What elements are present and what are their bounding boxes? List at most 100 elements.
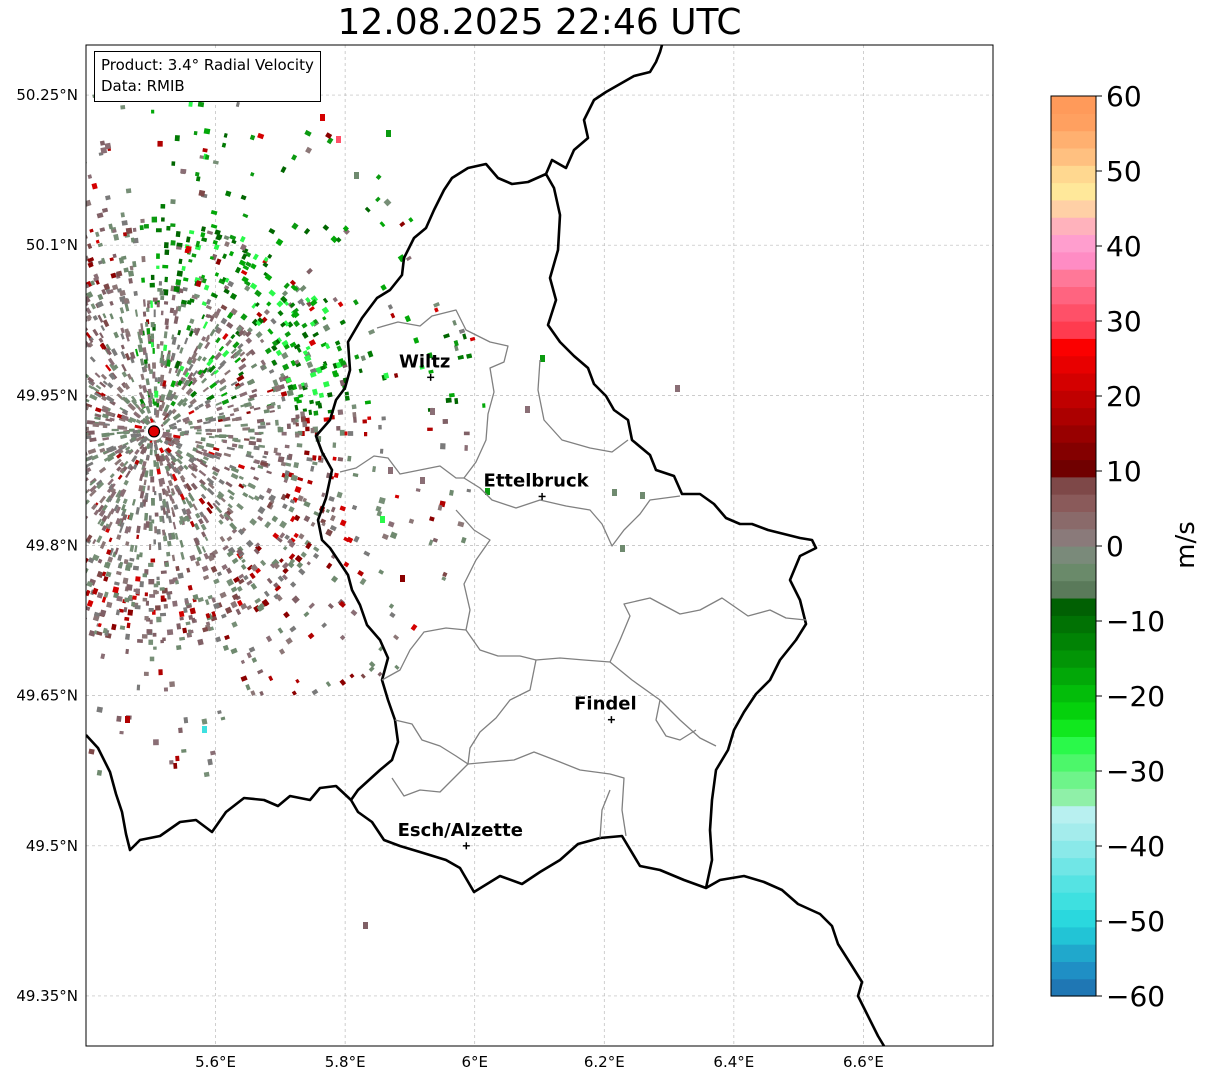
echo-pixel [113, 233, 120, 241]
echo-pixel [242, 264, 250, 271]
echo-pixel [239, 235, 246, 243]
echo-pixel [231, 621, 238, 628]
echo-pixel [364, 206, 371, 213]
echo-pixel [186, 512, 192, 520]
echo-pixel [86, 589, 91, 597]
echo-pixel [139, 490, 145, 499]
echo-pixel [167, 479, 174, 487]
echo-pixel [228, 250, 235, 257]
echo-pixel [136, 525, 141, 534]
echo-pixel [32, 411, 39, 415]
echo-pixel [26, 474, 30, 478]
echo-pixel [271, 359, 278, 366]
echo-pixel [289, 625, 297, 633]
echo-pixel [230, 600, 238, 609]
echo-pixel [141, 634, 148, 639]
echo-pixel [223, 288, 230, 295]
echo-pixel [196, 429, 202, 432]
echo-pixel [80, 501, 86, 507]
echo-pixel [301, 331, 309, 339]
echo-pixel [304, 450, 310, 456]
echo-pixel [221, 563, 228, 571]
echo-pixel [141, 256, 146, 263]
echo-pixel [191, 376, 197, 383]
echo-pixel [260, 421, 266, 426]
echo-pixel [250, 563, 259, 572]
echo-pixel [51, 503, 58, 509]
echo-pixel [96, 631, 103, 636]
echo-pixel [58, 341, 66, 349]
echo-pixel [309, 371, 317, 378]
echo-pixel [47, 410, 52, 414]
echo-pixel [284, 444, 290, 449]
echo-pixel [201, 356, 207, 362]
echo-pixel [49, 439, 57, 442]
echo-pixel [80, 277, 86, 283]
echo-pixel [218, 345, 225, 352]
echo-pixel [99, 609, 107, 617]
echo-pixel [249, 518, 257, 526]
echo-pixel [134, 424, 142, 429]
echo-pixel [222, 439, 228, 444]
echo-pixel [268, 289, 276, 297]
echo-pixel [327, 392, 333, 398]
echo-pixel [144, 492, 149, 500]
echo-pixel [90, 454, 99, 461]
echo-pixel [27, 582, 33, 588]
echo-pixel [211, 597, 217, 603]
echo-pixel [142, 460, 147, 467]
echo-pixel [0, 427, 1, 431]
echo-pixel [352, 472, 359, 478]
echo-pixel [25, 626, 31, 632]
echo-pixel [30, 459, 35, 464]
echo-pixel [77, 394, 83, 398]
echo-pixel [96, 300, 104, 308]
echo-pixel [94, 391, 102, 398]
echo-pixel [372, 466, 377, 473]
colorbar-segment [1051, 649, 1096, 668]
echo-pixel [248, 428, 255, 433]
echo-pixel [195, 240, 201, 248]
echo-pixel [49, 266, 56, 273]
echo-pixel [216, 571, 223, 577]
echo-pixel [1, 415, 5, 419]
echo-pixel [237, 528, 245, 536]
echo-pixel [206, 432, 213, 436]
echo-pixel [302, 421, 308, 428]
echo-pixel [283, 611, 290, 619]
echo-pixel [223, 466, 231, 472]
echo-pixel [27, 292, 34, 299]
echo-pixel [256, 515, 264, 522]
echo-pixel [244, 285, 251, 292]
echo-pixel [246, 579, 253, 586]
echo-pixel [242, 213, 249, 219]
echo-pixel [5, 326, 13, 334]
echo-pixel [101, 288, 107, 295]
echo-pixel [140, 402, 146, 409]
echo-pixel [197, 596, 204, 603]
echo-pixel [190, 472, 197, 479]
echo-pixel [230, 351, 238, 359]
echo-pixel [312, 552, 320, 559]
echo-pixel [305, 542, 312, 550]
echo-pixel [182, 277, 189, 282]
echo-pixel [108, 223, 114, 230]
echo-pixel [221, 349, 230, 358]
echo-pixel [246, 450, 252, 456]
echo-pixel [119, 461, 125, 468]
echo-pixel [47, 504, 53, 510]
echo-pixel [163, 242, 169, 249]
echo-pixel [347, 455, 352, 462]
echo-pixel [145, 415, 150, 421]
echo-pixel [26, 408, 31, 414]
echo-pixel [166, 359, 172, 367]
echo-pixel [312, 461, 318, 466]
echo-pixel [203, 420, 211, 425]
echo-pixel [94, 407, 102, 413]
echo-pixel [57, 461, 66, 467]
echo-pixel [283, 282, 290, 289]
echo-pixel [249, 405, 255, 410]
echo-pixel [174, 467, 182, 475]
echo-pixel [206, 230, 214, 235]
echo-pixel [279, 520, 288, 529]
